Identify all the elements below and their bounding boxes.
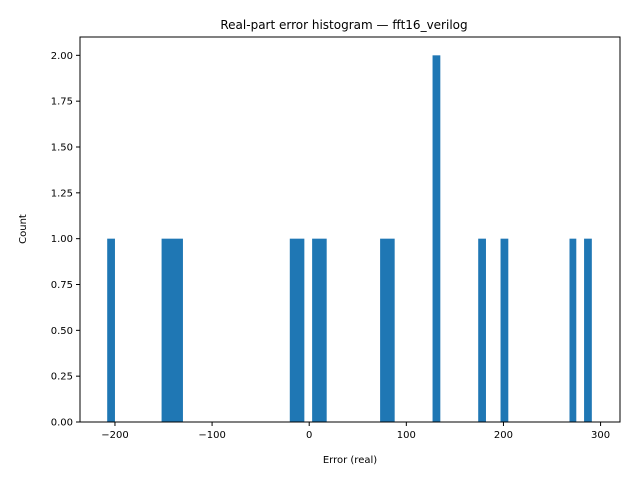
x-tick-label: 0: [306, 430, 312, 441]
histogram-bar: [584, 238, 592, 422]
histogram-bar: [312, 238, 327, 422]
histogram-bar: [289, 238, 305, 422]
x-axis-label: Error (real): [323, 455, 377, 466]
y-tick-label: 1.25: [51, 188, 73, 199]
y-tick-label: 0.25: [51, 372, 73, 383]
y-tick-label: 1.00: [51, 234, 73, 245]
y-tick-label: 2.00: [51, 51, 73, 62]
x-tick-label: −100: [198, 430, 225, 441]
y-tick-label: 0.00: [51, 418, 73, 429]
x-tick-label: 300: [591, 430, 610, 441]
x-tick-label: −200: [101, 430, 128, 441]
y-tick-label: 1.75: [51, 97, 73, 108]
y-axis-ticks: 0.00 0.25 0.50 0.75 1.00 1.25 1.50 1.75 2.00: [51, 51, 80, 429]
x-tick-label: 100: [397, 430, 416, 441]
x-axis-ticks: −200 −100 0 100 200 300: [101, 422, 610, 441]
x-tick-label: 200: [494, 430, 513, 441]
chart-title: Real-part error histogram — fft16_verilo…: [220, 18, 467, 32]
histogram-bar: [161, 238, 183, 422]
histogram-bar: [107, 238, 115, 422]
histogram-bar: [380, 238, 395, 422]
plot-frame: [79, 36, 621, 423]
y-tick-label: 0.75: [51, 280, 73, 291]
bars-group: [107, 55, 592, 422]
histogram-bar: [569, 238, 577, 422]
y-tick-label: 1.50: [51, 143, 73, 154]
histogram-bar: [500, 238, 509, 422]
y-axis-label: Count: [18, 214, 29, 244]
histogram-bar: [478, 238, 486, 422]
histogram-bar: [432, 55, 441, 422]
y-tick-label: 0.50: [51, 326, 73, 337]
